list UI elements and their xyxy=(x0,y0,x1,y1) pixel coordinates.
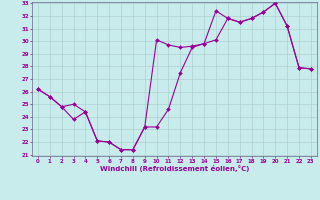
X-axis label: Windchill (Refroidissement éolien,°C): Windchill (Refroidissement éolien,°C) xyxy=(100,165,249,172)
